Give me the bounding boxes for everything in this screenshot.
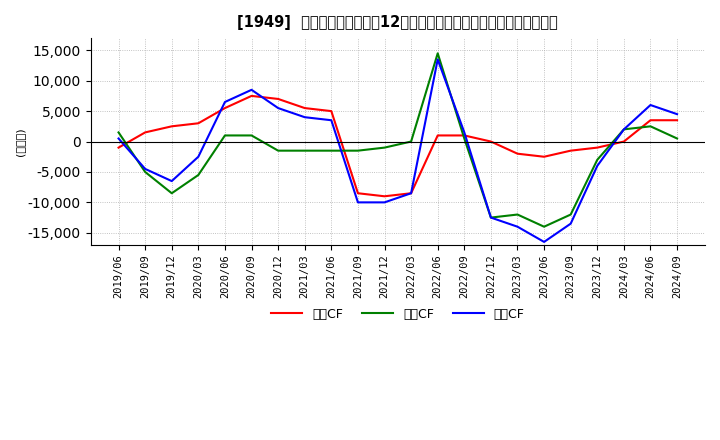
営業CF: [672, 117, 681, 123]
フリCF: [327, 117, 336, 123]
フリCF: [593, 163, 602, 169]
フリCF: [168, 179, 176, 184]
営業CF: [300, 106, 309, 111]
投賄CF: [620, 127, 629, 132]
フリCF: [460, 130, 469, 135]
投賄CF: [433, 51, 442, 56]
投賄CF: [300, 148, 309, 153]
投賄CF: [114, 130, 123, 135]
営業CF: [513, 151, 522, 156]
営業CF: [247, 93, 256, 99]
投賄CF: [487, 215, 495, 220]
営業CF: [407, 191, 415, 196]
Line: 営業CF: 営業CF: [119, 96, 677, 196]
フリCF: [540, 239, 549, 245]
フリCF: [274, 106, 282, 111]
投賄CF: [220, 133, 229, 138]
Line: 投賄CF: 投賄CF: [119, 53, 677, 227]
営業CF: [593, 145, 602, 150]
投賄CF: [540, 224, 549, 229]
フリCF: [114, 136, 123, 141]
営業CF: [460, 133, 469, 138]
投賄CF: [672, 136, 681, 141]
フリCF: [141, 166, 150, 172]
フリCF: [487, 215, 495, 220]
投賄CF: [327, 148, 336, 153]
営業CF: [274, 96, 282, 102]
フリCF: [513, 224, 522, 229]
Title: [1949]  キャッシュフローの12か月移動合計の対前年同期増減額の推移: [1949] キャッシュフローの12か月移動合計の対前年同期増減額の推移: [238, 15, 558, 30]
営業CF: [487, 139, 495, 144]
投賄CF: [513, 212, 522, 217]
フリCF: [220, 99, 229, 105]
フリCF: [247, 87, 256, 92]
投賄CF: [274, 148, 282, 153]
投賄CF: [247, 133, 256, 138]
Y-axis label: (百万円): (百万円): [15, 127, 25, 156]
投賄CF: [460, 136, 469, 141]
営業CF: [114, 145, 123, 150]
営業CF: [380, 194, 389, 199]
営業CF: [168, 124, 176, 129]
営業CF: [327, 109, 336, 114]
営業CF: [620, 139, 629, 144]
フリCF: [646, 103, 654, 108]
フリCF: [567, 221, 575, 226]
フリCF: [380, 200, 389, 205]
営業CF: [646, 117, 654, 123]
営業CF: [433, 133, 442, 138]
営業CF: [540, 154, 549, 159]
投賄CF: [380, 145, 389, 150]
投賄CF: [407, 139, 415, 144]
営業CF: [220, 106, 229, 111]
投賄CF: [646, 124, 654, 129]
フリCF: [354, 200, 362, 205]
投賄CF: [567, 212, 575, 217]
フリCF: [672, 111, 681, 117]
Legend: 営業CF, 投賄CF, フリCF: 営業CF, 投賄CF, フリCF: [266, 303, 530, 326]
フリCF: [407, 191, 415, 196]
フリCF: [194, 154, 202, 159]
投賄CF: [141, 169, 150, 175]
投賄CF: [168, 191, 176, 196]
フリCF: [433, 57, 442, 62]
投賄CF: [354, 148, 362, 153]
Line: フリCF: フリCF: [119, 59, 677, 242]
フリCF: [620, 127, 629, 132]
投賄CF: [593, 157, 602, 162]
営業CF: [567, 148, 575, 153]
営業CF: [141, 130, 150, 135]
営業CF: [354, 191, 362, 196]
フリCF: [300, 114, 309, 120]
投賄CF: [194, 172, 202, 178]
営業CF: [194, 121, 202, 126]
